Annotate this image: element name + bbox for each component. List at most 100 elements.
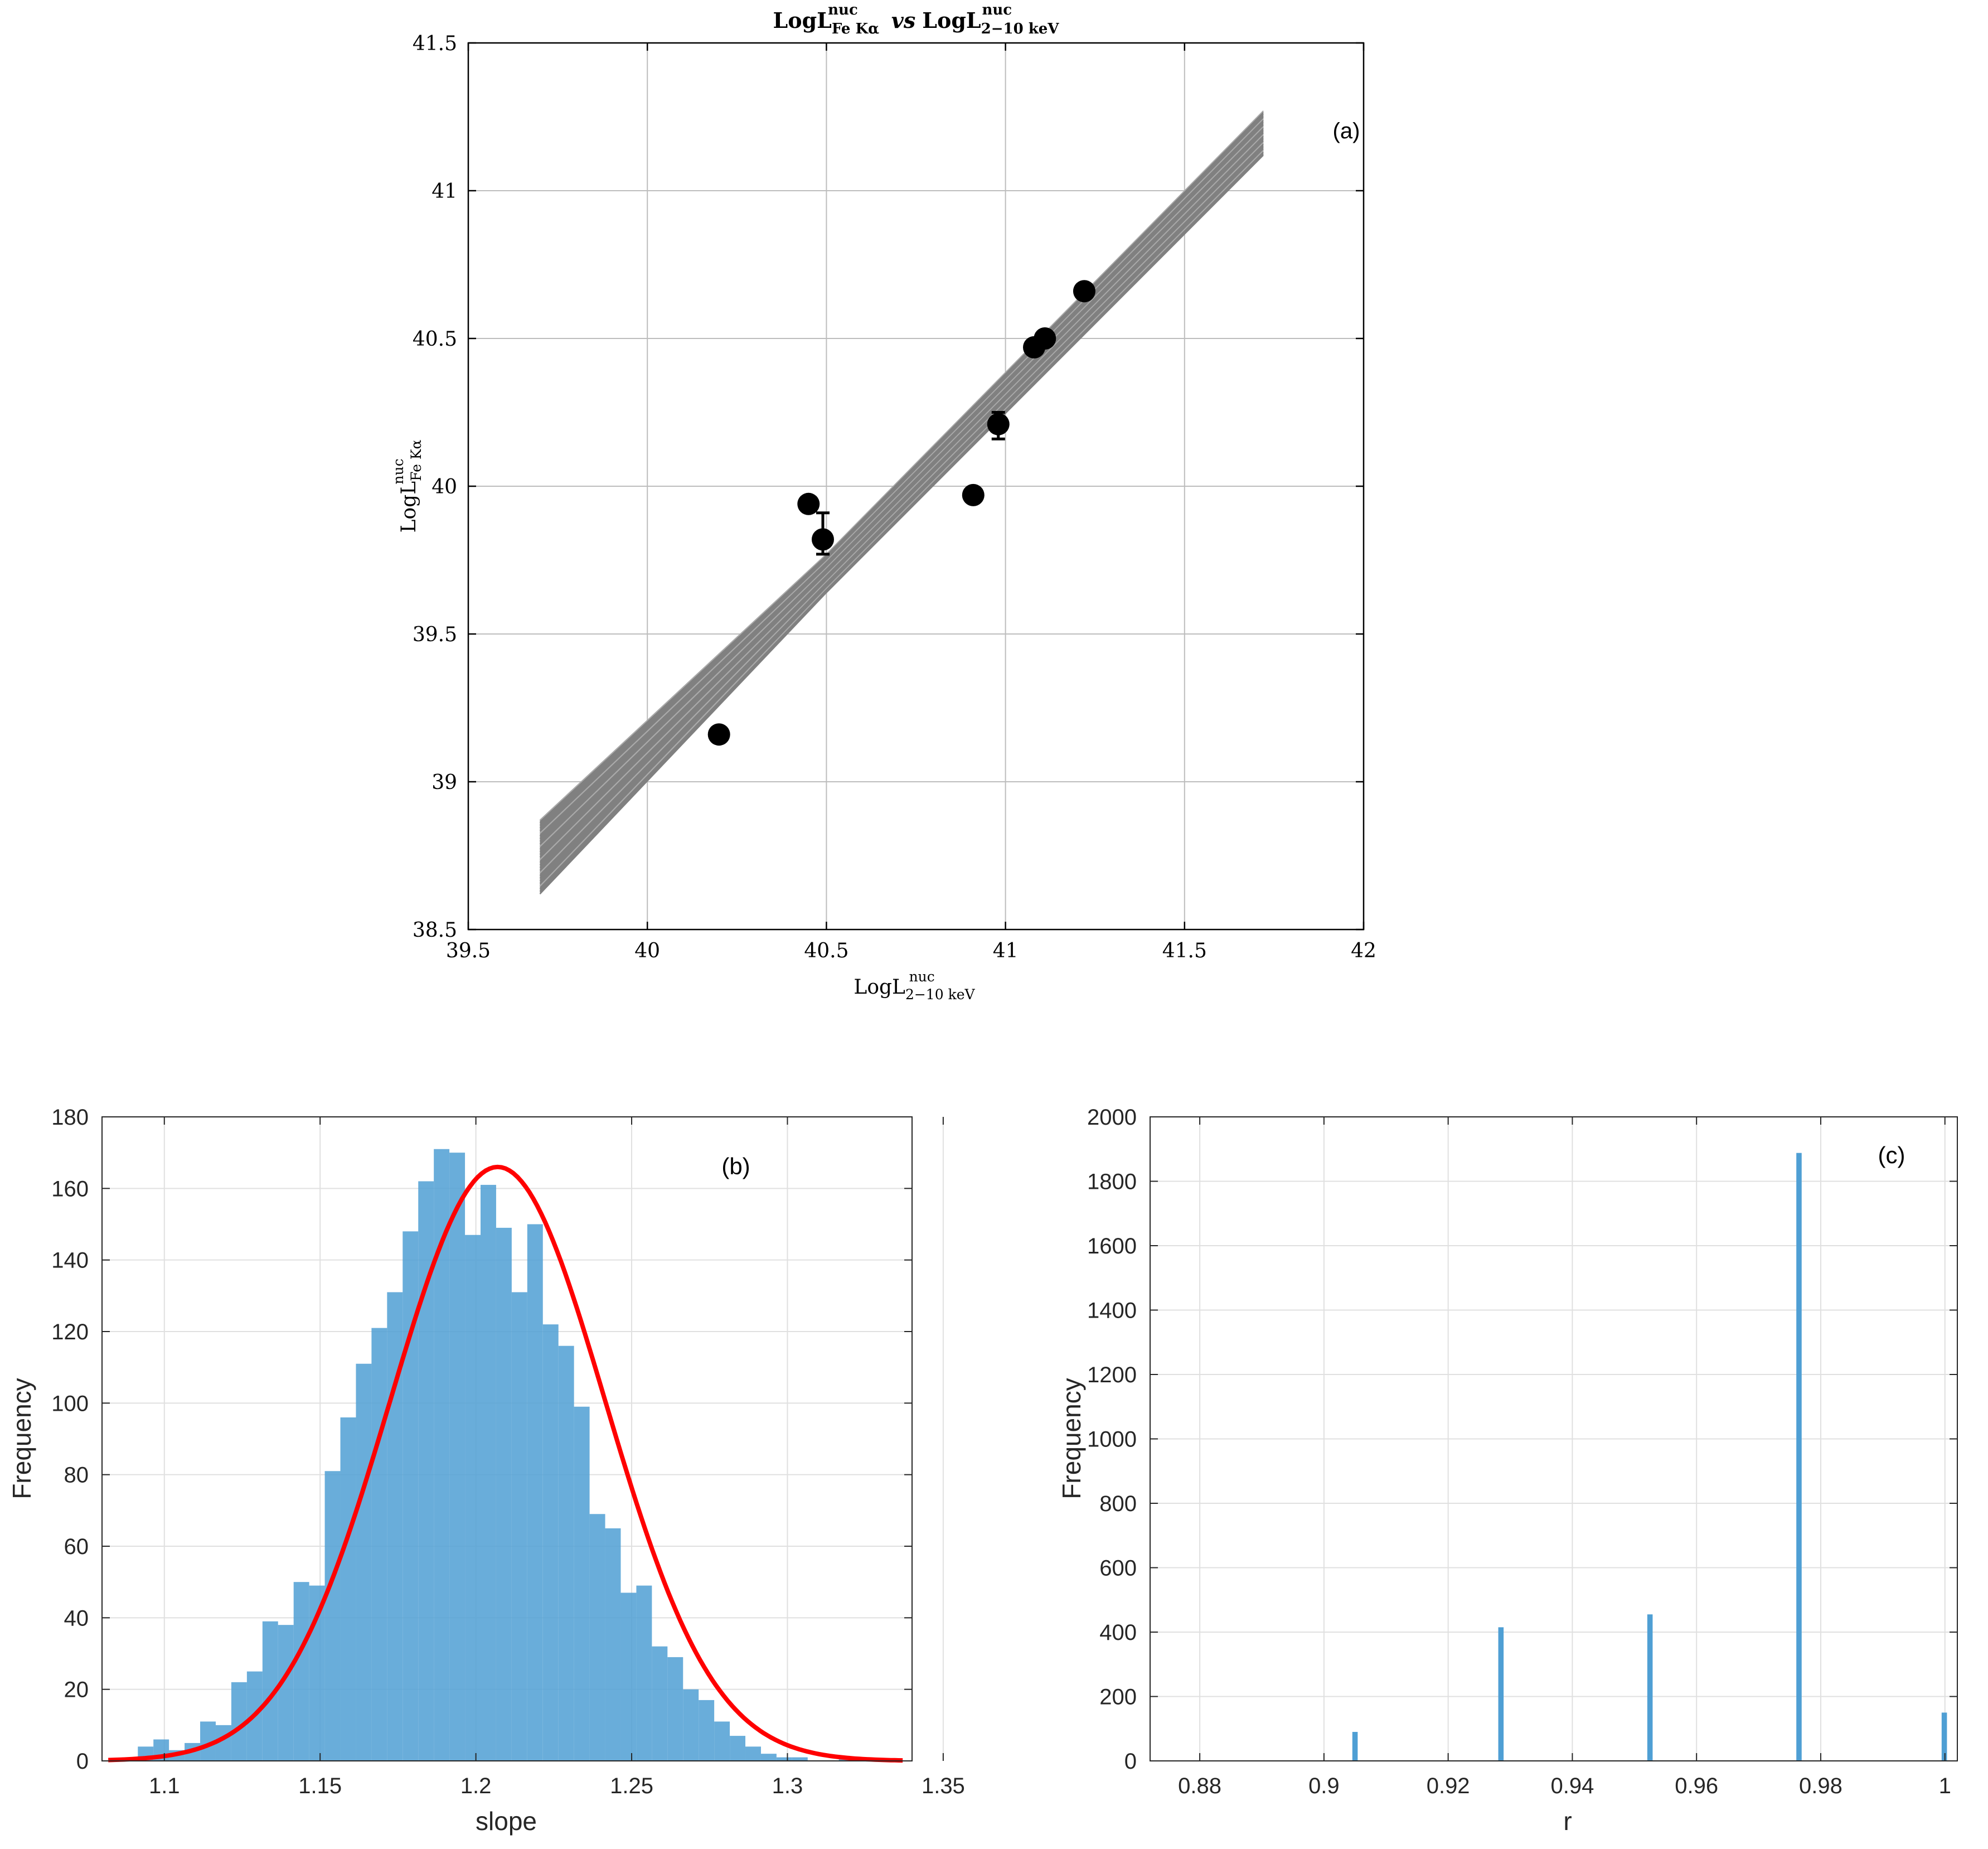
b-histogram-bar xyxy=(745,1746,761,1761)
a-fit-line xyxy=(539,124,1264,845)
b-y-tick-label: 80 xyxy=(64,1463,89,1488)
b-histogram-bar xyxy=(449,1153,466,1761)
panel-a-y-label: LogLFe Kαnuc xyxy=(390,439,424,533)
b-y-tick-label: 140 xyxy=(51,1248,89,1273)
a-data-point xyxy=(811,528,834,551)
a-y-tick-label: 39 xyxy=(431,771,457,794)
a-fit-line xyxy=(539,120,1264,837)
a-fit-line xyxy=(539,115,1264,829)
b-histogram-bar xyxy=(699,1700,715,1761)
b-y-tick-label: 120 xyxy=(51,1320,89,1344)
panel-a-x-label-sub: 2−10 keV xyxy=(905,986,976,1003)
panel-a-y-tick-labels: 38.5 39 39.5 40 40.5 41 41.5 xyxy=(413,32,457,942)
a-fit-line xyxy=(539,151,1264,889)
panel-a-title-vs: vs xyxy=(891,8,915,33)
a-fit-line xyxy=(539,153,1264,892)
c-histogram-bar xyxy=(1498,1627,1504,1761)
c-y-tick-label: 0 xyxy=(1124,1749,1137,1774)
a-fit-line xyxy=(539,135,1264,863)
panel-a-title-rhs-sub: 2−10 keV xyxy=(981,21,1060,37)
panel-b-grid xyxy=(102,1116,944,1761)
b-histogram-bar xyxy=(652,1646,668,1761)
a-x-tick-label: 41 xyxy=(993,940,1019,962)
a-fit-line xyxy=(539,154,1264,895)
b-histogram-bar xyxy=(356,1363,372,1761)
a-y-tick-label: 38.5 xyxy=(413,919,457,942)
a-data-point xyxy=(962,483,985,506)
c-histogram-bar xyxy=(1352,1732,1358,1761)
b-histogram-bar xyxy=(792,1757,808,1761)
b-histogram-bar xyxy=(324,1471,341,1761)
a-fit-line xyxy=(539,129,1264,853)
b-histogram-bar xyxy=(371,1328,387,1761)
a-x-tick-label: 42 xyxy=(1351,940,1376,962)
a-data-point xyxy=(1034,327,1056,350)
panel-a-x-label-base: LogL xyxy=(854,976,905,999)
a-y-tick-label: 41 xyxy=(431,180,457,203)
panel-c-x-label: r xyxy=(1563,1807,1572,1836)
a-data-point xyxy=(1073,280,1095,303)
panel-c-y-label: Frequency xyxy=(1057,1378,1086,1499)
c-x-tick-label: 0.9 xyxy=(1308,1774,1340,1798)
c-x-tick-label: 1 xyxy=(1939,1774,1951,1798)
panel-b-y-tick-labels: 0 20 40 60 80 100 120 140 160 180 xyxy=(51,1105,89,1774)
panel-a-title: LogLFe Kαnuc vs LogL2−10 keVnuc xyxy=(773,2,1060,37)
panel-c-label: (c) xyxy=(1878,1142,1905,1168)
panel-a-x-label-sup: nuc xyxy=(909,969,935,985)
panel-b-label: (b) xyxy=(721,1153,750,1179)
panel-c-grid xyxy=(1150,1116,1957,1761)
panel-a-y-label-base: LogL xyxy=(397,481,420,533)
b-x-tick-label: 1.35 xyxy=(922,1774,965,1798)
panel-c-y-tick-labels: 0 200 400 600 800 1000 1200 1400 1600 1800 2000 xyxy=(1087,1105,1137,1774)
a-fit-line xyxy=(539,147,1264,882)
a-fit-line xyxy=(539,134,1264,860)
panel-a-title-lhs-base: LogL xyxy=(773,8,832,33)
panel-b-histogram: 1.1 1.15 1.2 1.25 1.3 1.35 0 20 40 60 80 100 120 140… xyxy=(7,1105,965,1836)
a-fit-line xyxy=(539,126,1264,848)
panel-a-y-label-sub: Fe Kα xyxy=(408,439,424,481)
c-y-tick-label: 2000 xyxy=(1087,1105,1137,1130)
panel-b-x-tick-labels: 1.1 1.15 1.2 1.25 1.3 1.35 xyxy=(149,1774,965,1798)
panel-b-x-label: slope xyxy=(476,1807,537,1836)
panel-a-ticks xyxy=(467,42,1365,931)
b-y-tick-label: 20 xyxy=(64,1678,89,1702)
c-y-tick-label: 1000 xyxy=(1087,1427,1137,1452)
a-fit-line xyxy=(539,128,1264,850)
b-y-tick-label: 60 xyxy=(64,1535,89,1559)
c-x-tick-label: 0.94 xyxy=(1550,1774,1594,1798)
panel-a-scatter: 39.5 40 40.5 41 41.5 42 38.5 39 39.5 40 40.5 41 41.… xyxy=(390,2,1376,1003)
b-y-tick-label: 40 xyxy=(64,1606,89,1630)
a-fit-line xyxy=(539,118,1264,834)
panel-a-data-points xyxy=(707,280,1095,746)
a-fit-line xyxy=(539,139,1264,868)
c-x-tick-label: 0.96 xyxy=(1675,1774,1718,1798)
b-x-tick-label: 1.25 xyxy=(610,1774,653,1798)
panel-b-bars xyxy=(122,1149,855,1761)
a-fit-line xyxy=(539,113,1264,826)
b-histogram-bar xyxy=(480,1184,496,1761)
b-histogram-bar xyxy=(667,1657,683,1761)
a-y-tick-label: 40 xyxy=(431,476,457,498)
b-histogram-bar xyxy=(683,1689,699,1761)
b-x-tick-label: 1.15 xyxy=(298,1774,342,1798)
panel-a-title-rhs-base: LogL xyxy=(922,8,981,33)
a-fit-line xyxy=(539,137,1264,866)
panel-a-title-lhs-sup: nuc xyxy=(828,2,858,18)
panel-a-label: (a) xyxy=(1333,119,1360,143)
c-y-tick-label: 1200 xyxy=(1087,1363,1137,1387)
a-data-point xyxy=(707,723,730,746)
a-fit-line xyxy=(539,122,1264,839)
c-histogram-bar xyxy=(1647,1614,1653,1761)
a-fit-line xyxy=(539,143,1264,877)
c-y-tick-label: 200 xyxy=(1099,1685,1137,1710)
c-x-tick-label: 0.98 xyxy=(1799,1774,1842,1798)
panel-a-x-label: LogL2−10 keVnuc xyxy=(854,969,975,1003)
c-histogram-bar xyxy=(1941,1712,1947,1761)
b-histogram-bar xyxy=(776,1757,792,1761)
a-x-tick-label: 40.5 xyxy=(804,940,848,962)
b-histogram-bar xyxy=(558,1345,574,1761)
c-y-tick-label: 600 xyxy=(1099,1556,1137,1581)
b-histogram-bar xyxy=(714,1721,730,1761)
panel-a-y-label-sup: nuc xyxy=(390,458,406,484)
a-fit-line xyxy=(539,141,1264,871)
